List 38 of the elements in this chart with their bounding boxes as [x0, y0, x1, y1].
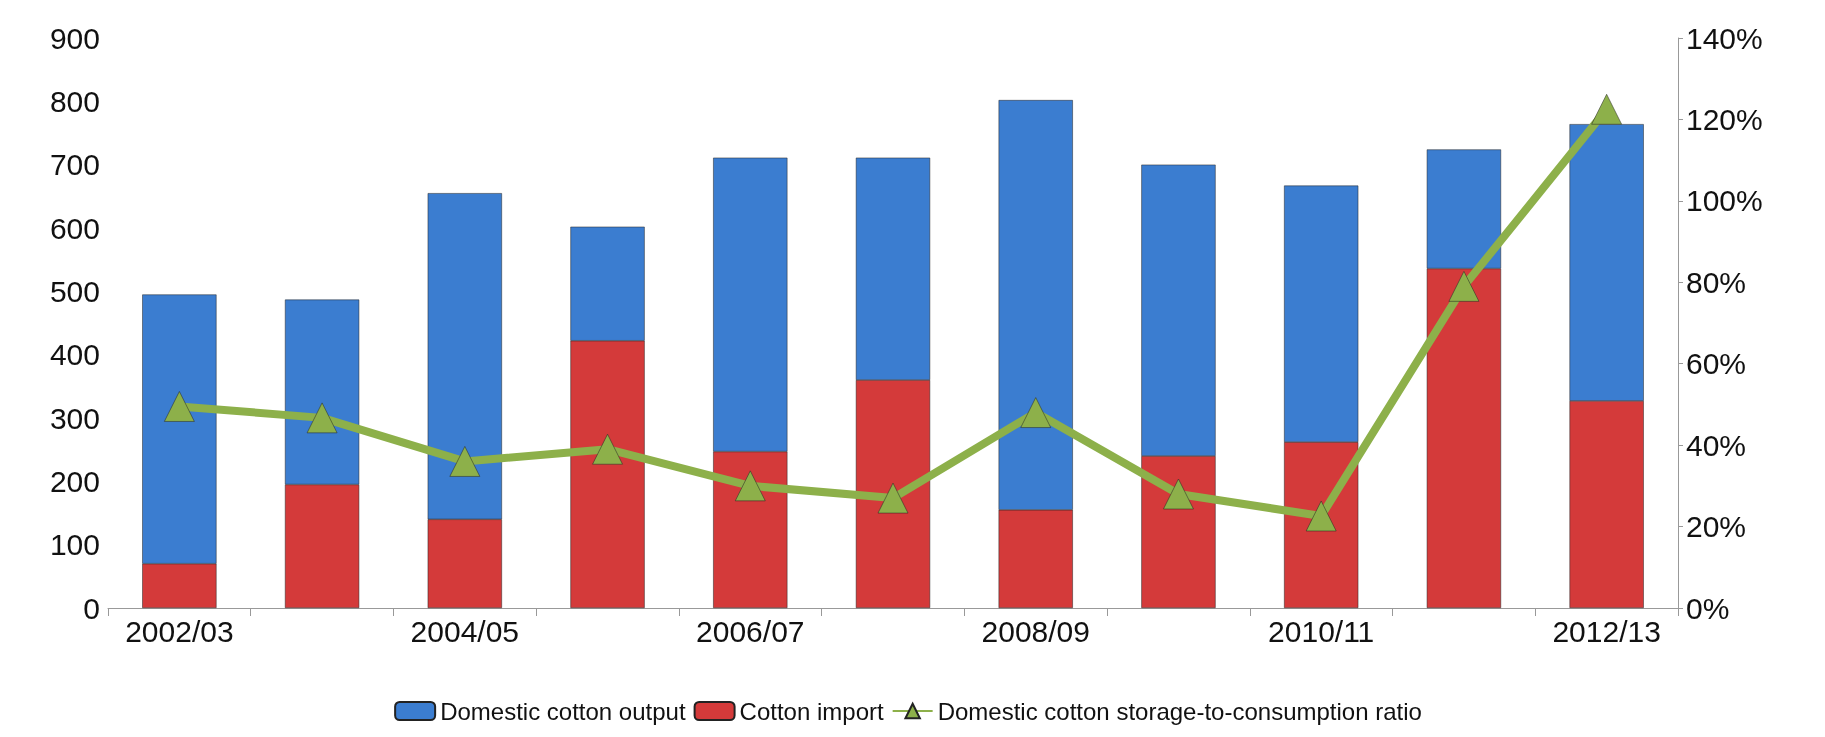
point — [449, 446, 481, 477]
y2-tick-label: 80% — [1686, 265, 1747, 299]
point — [1448, 271, 1480, 302]
y-tick-label: 700 — [49, 148, 100, 182]
x-tick-label: 2012/13 — [1552, 614, 1661, 648]
point — [1163, 478, 1194, 510]
y2-tick-label: 120% — [1686, 102, 1763, 136]
x-tick-label: 2008/09 — [981, 614, 1090, 648]
y-tick-label: 400 — [49, 338, 100, 372]
point — [1020, 397, 1051, 428]
y2-tick-label: 20% — [1686, 510, 1747, 544]
y2-tick-label: 0% — [1686, 591, 1730, 625]
point — [877, 482, 909, 514]
x-tick-label: 2010/11 — [1268, 614, 1375, 648]
point — [306, 402, 338, 434]
y-tick-label: 100 — [49, 528, 100, 562]
x-tick-label: 2002/03 — [125, 614, 234, 648]
legend-label: Cotton import — [739, 697, 884, 725]
y-tick-label: 500 — [49, 274, 100, 308]
point — [735, 470, 766, 502]
legend-label: Domestic cotton storage-to-consumption ratio — [937, 697, 1422, 725]
y-tick-label: 800 — [49, 84, 100, 118]
y-tick-label: 300 — [49, 401, 100, 435]
legend-label: Domestic cotton output — [440, 697, 686, 725]
x-tick-label: 2004/05 — [410, 614, 520, 648]
point — [592, 433, 623, 465]
y-tick-label: 900 — [49, 21, 100, 55]
point — [164, 391, 195, 422]
point — [1305, 500, 1337, 532]
y-tick-label: 200 — [49, 464, 100, 498]
y-tick-label: 600 — [49, 211, 100, 245]
point — [1591, 94, 1622, 125]
y2-tick-label: 40% — [1686, 428, 1747, 462]
y-tick-label: 0 — [83, 591, 100, 625]
x-tick-label: 2006/07 — [696, 614, 805, 648]
y2-tick-label: 140% — [1686, 21, 1763, 55]
y2-tick-label: 100% — [1686, 184, 1763, 218]
y2-tick-label: 60% — [1686, 347, 1747, 381]
